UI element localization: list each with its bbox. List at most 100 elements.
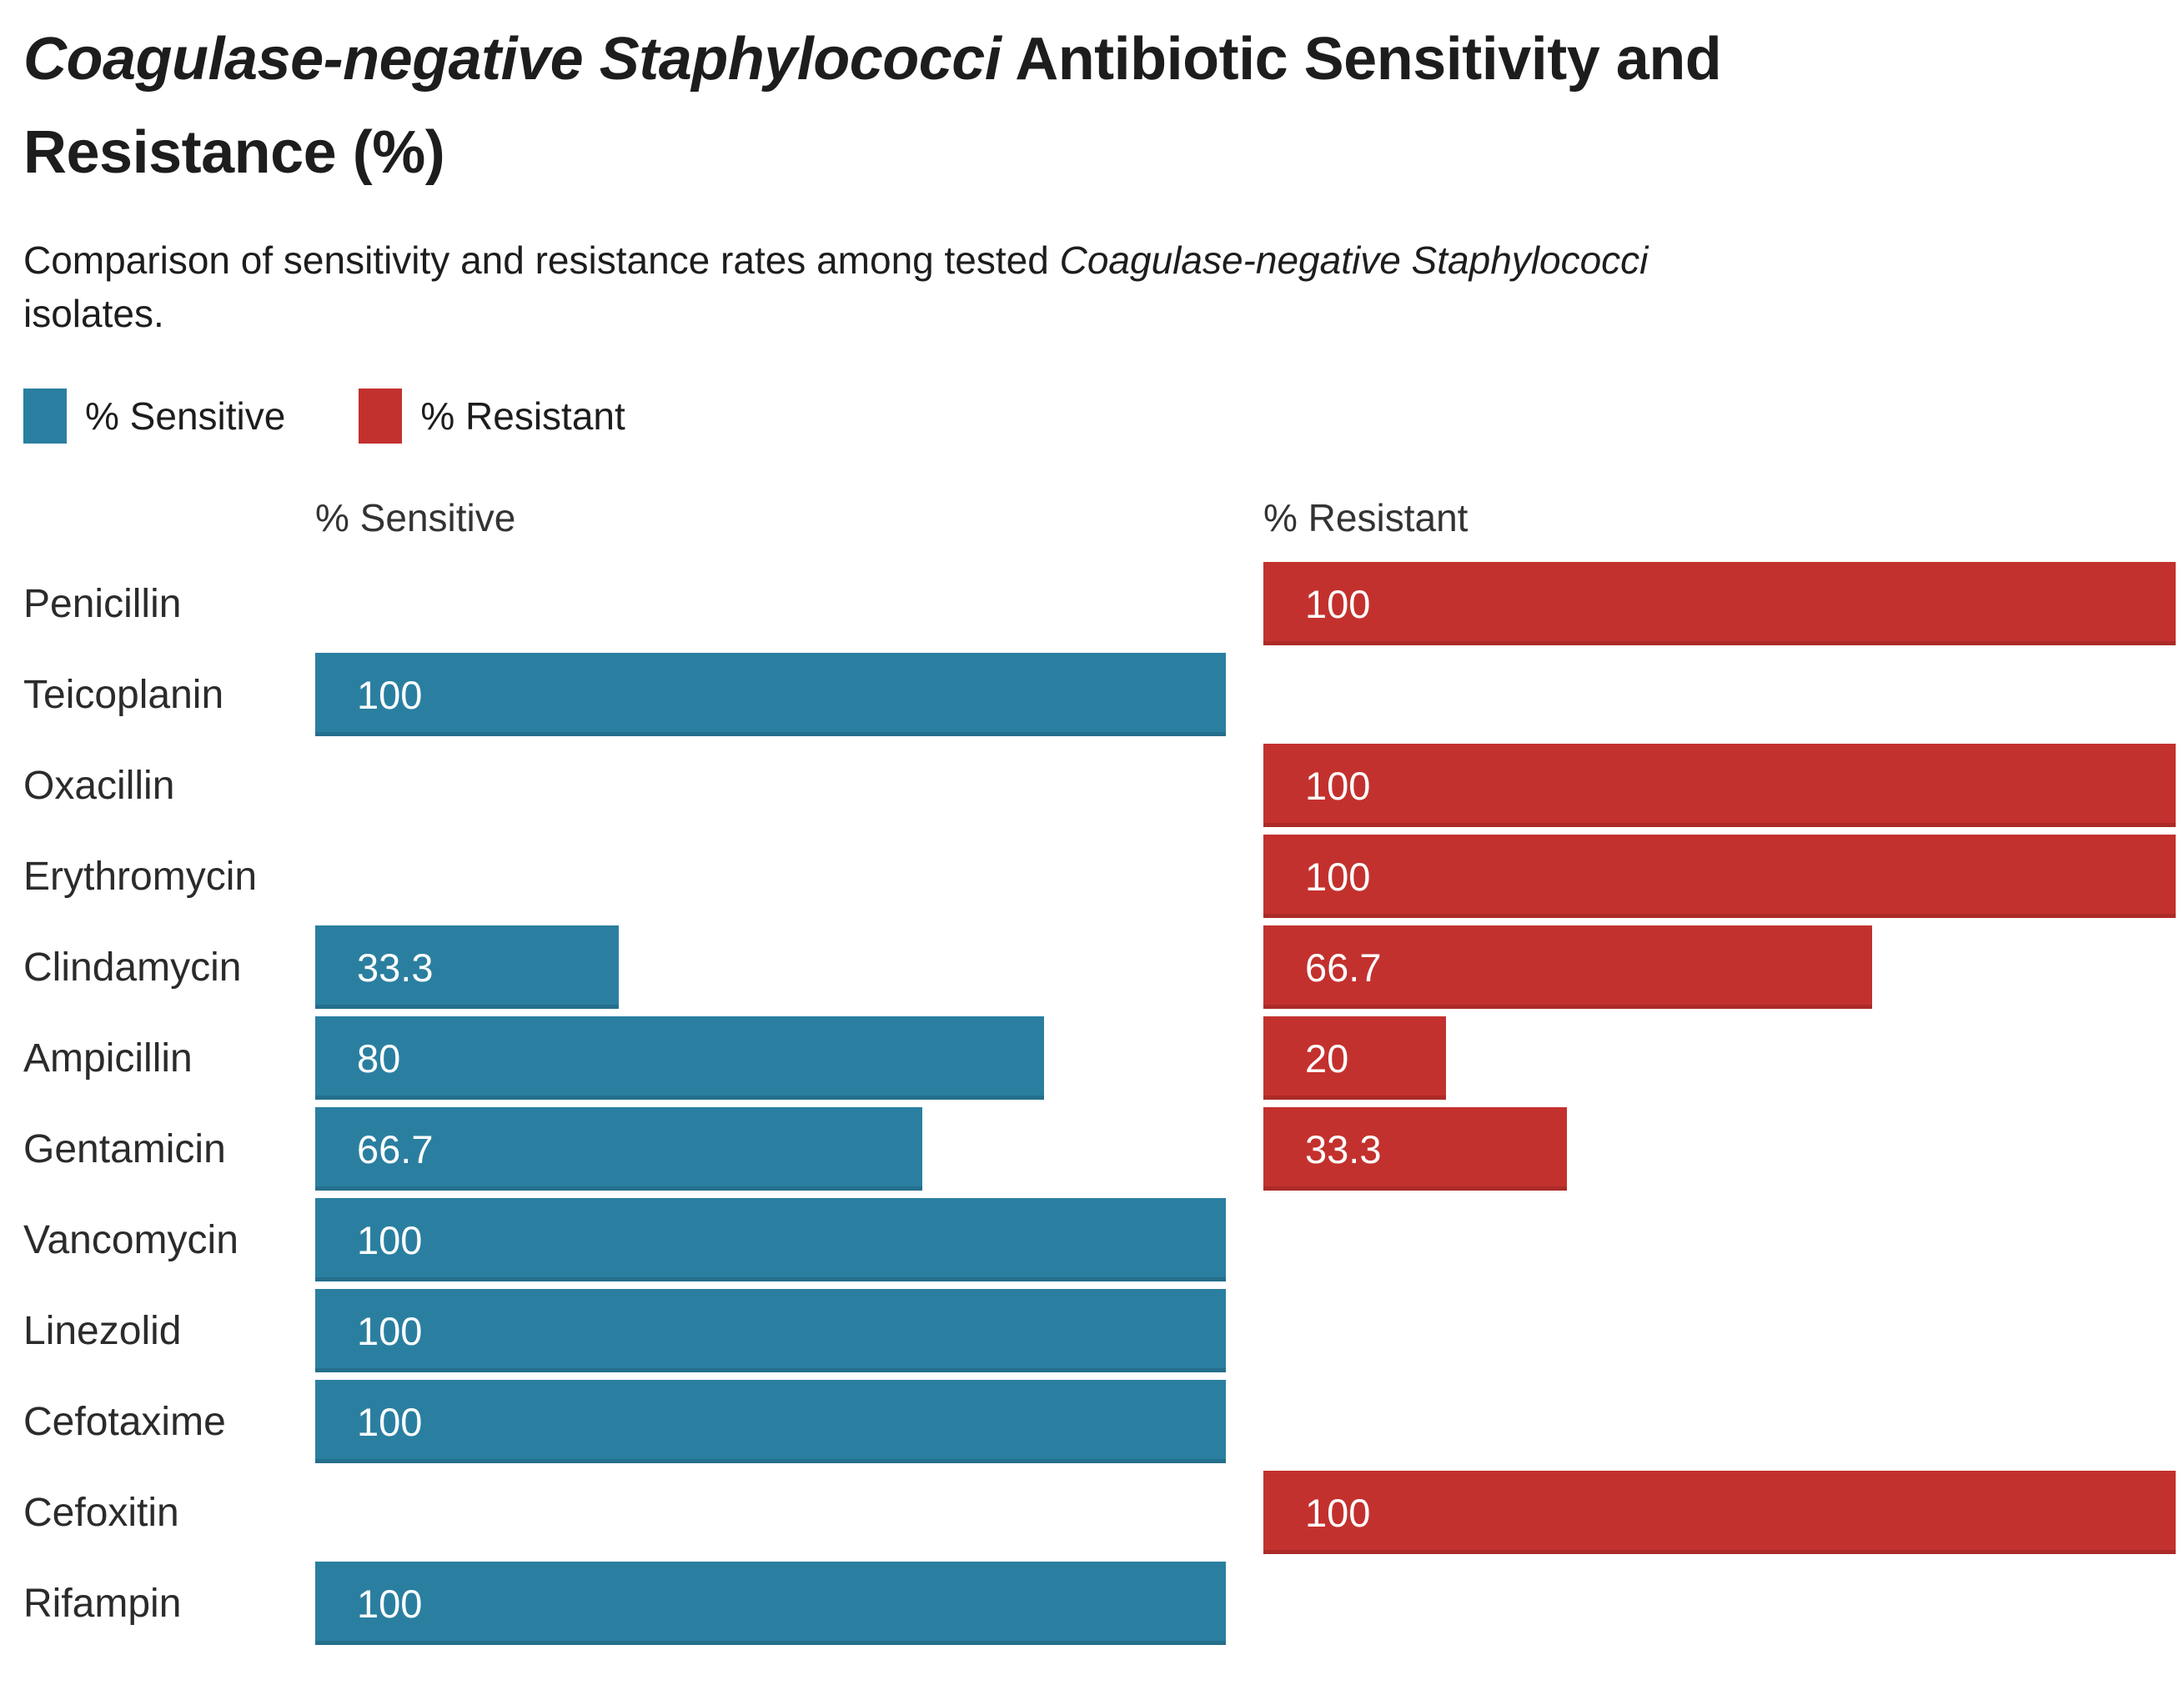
column-gap <box>1226 653 1263 736</box>
resistant-bar: 66.7 <box>1263 925 1872 1010</box>
category-label: Penicillin <box>23 581 182 626</box>
sensitive-track: 100 <box>315 1289 1226 1373</box>
resistant-value-label: 33.3 <box>1305 1126 1382 1171</box>
sensitive-track: 100 <box>315 653 1226 737</box>
subtitle-prefix: Comparison of sensitivity and resistance… <box>23 238 1060 283</box>
chart-row: Erythromycin 100 <box>23 835 2176 919</box>
sensitive-track <box>315 835 1226 918</box>
resistant-bar: 100 <box>1263 562 2176 646</box>
column-gap <box>1226 1198 1263 1281</box>
sensitive-bar: 66.7 <box>315 1107 923 1191</box>
chart-row: Vancomycin 100 <box>23 1198 2176 1282</box>
resistant-bar: 100 <box>1263 835 2176 919</box>
sensitive-track: 100 <box>315 1198 1226 1282</box>
resistant-track <box>1263 1289 2176 1372</box>
sensitive-track <box>315 1471 1226 1554</box>
resistant-track <box>1263 653 2176 736</box>
sensitive-bar: 80 <box>315 1016 1044 1101</box>
category-label: Linezolid <box>23 1308 182 1353</box>
resistant-value-label: 100 <box>1305 581 1371 626</box>
sensitive-value-label: 80 <box>357 1036 401 1081</box>
sensitive-value-label: 66.7 <box>357 1126 434 1171</box>
resistant-track: 100 <box>1263 744 2176 828</box>
chart-row: Linezolid 100 <box>23 1289 2176 1373</box>
category-label: Vancomycin <box>23 1217 238 1262</box>
legend-item-sensitive: % Sensitive <box>23 389 285 444</box>
column-gap <box>1226 1471 1263 1554</box>
sensitive-bar: 100 <box>315 1289 1226 1373</box>
subtitle-species-italic: Coagulase-negative Staphylococci <box>1059 238 1649 283</box>
resistant-track <box>1263 1562 2176 1645</box>
sensitive-value-label: 100 <box>357 1581 423 1626</box>
resistant-bar: 100 <box>1263 744 2176 828</box>
chart-row: Penicillin 100 <box>23 562 2176 646</box>
column-gap <box>1226 562 1263 645</box>
chart-row: Clindamycin 33.3 66.7 <box>23 925 2176 1010</box>
chart-rows: Penicillin 100 Teicoplanin 100 Oxacill <box>23 562 2176 1646</box>
category-label: Cefotaxime <box>23 1399 226 1444</box>
category-label: Gentamicin <box>23 1126 226 1171</box>
chart-row: Cefoxitin 100 <box>23 1471 2176 1555</box>
column-header-row: % Sensitive % Resistant <box>23 495 2176 540</box>
chart-card: Coagulase-negative Staphylococci Antibio… <box>23 13 2176 1646</box>
resistant-track <box>1263 1198 2176 1281</box>
resistant-value-label: 100 <box>1305 763 1371 808</box>
title-rest: Antibiotic Sensitivity and Resistance (%… <box>23 26 1722 186</box>
header-label-spacer <box>23 495 315 540</box>
category-label: Teicoplanin <box>23 672 224 717</box>
sensitive-bar: 33.3 <box>315 925 619 1010</box>
resistant-swatch-icon <box>359 389 403 444</box>
resistant-value-label: 100 <box>1305 1490 1371 1535</box>
resistant-track: 100 <box>1263 835 2176 919</box>
sensitive-track <box>315 562 1226 645</box>
category-label: Clindamycin <box>23 945 242 990</box>
column-gap <box>1226 1107 1263 1191</box>
column-gap <box>1226 1380 1263 1463</box>
sensitive-bar: 100 <box>315 1380 1226 1464</box>
sensitive-bar: 100 <box>315 653 1226 737</box>
chart-row: Rifampin 100 <box>23 1562 2176 1646</box>
chart-row: Ampicillin 80 20 <box>23 1016 2176 1101</box>
column-header-sensitive: % Sensitive <box>315 496 516 540</box>
sensitive-value-label: 100 <box>357 1308 423 1353</box>
resistant-value-label: 100 <box>1305 854 1371 899</box>
resistant-track: 66.7 <box>1263 925 2176 1010</box>
category-label: Erythromycin <box>23 854 258 899</box>
bar-chart: % Sensitive % Resistant Penicillin 100 T… <box>23 495 2176 1646</box>
legend: % Sensitive % Resistant <box>23 389 2176 444</box>
column-header-resistant: % Resistant <box>1263 496 1469 540</box>
sensitive-track: 80 <box>315 1016 1226 1101</box>
resistant-value-label: 66.7 <box>1305 945 1382 990</box>
sensitive-track: 66.7 <box>315 1107 1226 1191</box>
resistant-bar: 33.3 <box>1263 1107 1568 1191</box>
legend-label-sensitive: % Sensitive <box>85 394 286 439</box>
resistant-track <box>1263 1380 2176 1463</box>
column-gap <box>1226 495 1263 540</box>
category-label: Rifampin <box>23 1581 182 1626</box>
chart-row: Oxacillin 100 <box>23 744 2176 828</box>
subtitle-suffix: isolates. <box>23 291 164 335</box>
sensitive-track: 100 <box>315 1562 1226 1646</box>
sensitive-value-label: 100 <box>357 1217 423 1262</box>
legend-item-resistant: % Resistant <box>359 389 625 444</box>
column-gap <box>1226 744 1263 827</box>
chart-title: Coagulase-negative Staphylococci Antibio… <box>23 13 2176 199</box>
column-gap <box>1226 925 1263 1009</box>
category-label: Oxacillin <box>23 763 175 808</box>
category-label: Cefoxitin <box>23 1490 179 1535</box>
resistant-value-label: 20 <box>1305 1036 1349 1081</box>
resistant-track: 100 <box>1263 562 2176 646</box>
sensitive-track <box>315 744 1226 827</box>
column-gap <box>1226 1289 1263 1372</box>
resistant-bar: 100 <box>1263 1471 2176 1555</box>
sensitive-value-label: 100 <box>357 1399 423 1444</box>
sensitive-bar: 100 <box>315 1562 1226 1646</box>
sensitive-swatch-icon <box>23 389 67 444</box>
sensitive-value-label: 33.3 <box>357 945 434 990</box>
legend-label-resistant: % Resistant <box>420 394 625 439</box>
chart-row: Cefotaxime 100 <box>23 1380 2176 1464</box>
title-species-italic: Coagulase-negative Staphylococci <box>23 26 1002 93</box>
sensitive-track: 33.3 <box>315 925 1226 1010</box>
resistant-track: 100 <box>1263 1471 2176 1555</box>
resistant-track: 33.3 <box>1263 1107 2176 1191</box>
